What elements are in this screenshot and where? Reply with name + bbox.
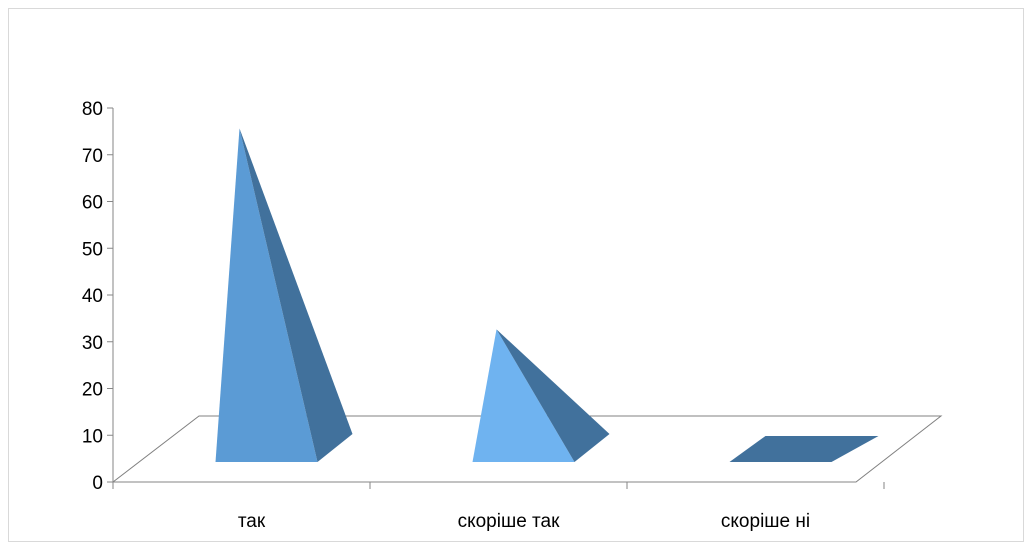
- bar-side-face: [496, 329, 610, 462]
- bar-front-face: [215, 128, 318, 462]
- y-tick-label: 0: [92, 473, 103, 494]
- y-tick-label: 60: [82, 193, 103, 214]
- bar-flat-face: [729, 436, 879, 462]
- y-tick-label: 50: [82, 239, 103, 260]
- bar-2: [472, 329, 610, 462]
- y-tick-label: 10: [82, 426, 103, 447]
- y-tick-label: 80: [82, 99, 103, 120]
- y-tick-label: 40: [82, 286, 103, 307]
- x-category-label: скоріше ні: [721, 511, 810, 532]
- y-tick-label: 70: [82, 146, 103, 167]
- bar-1: [215, 128, 353, 462]
- y-tick-label: 30: [82, 333, 103, 354]
- bar-3: [729, 436, 879, 462]
- x-category-label: так: [238, 511, 266, 532]
- x-category-label: скоріше так: [458, 511, 561, 532]
- bar-side-face: [239, 128, 353, 462]
- y-tick-label: 20: [82, 380, 103, 401]
- bar-front-face: [472, 329, 575, 462]
